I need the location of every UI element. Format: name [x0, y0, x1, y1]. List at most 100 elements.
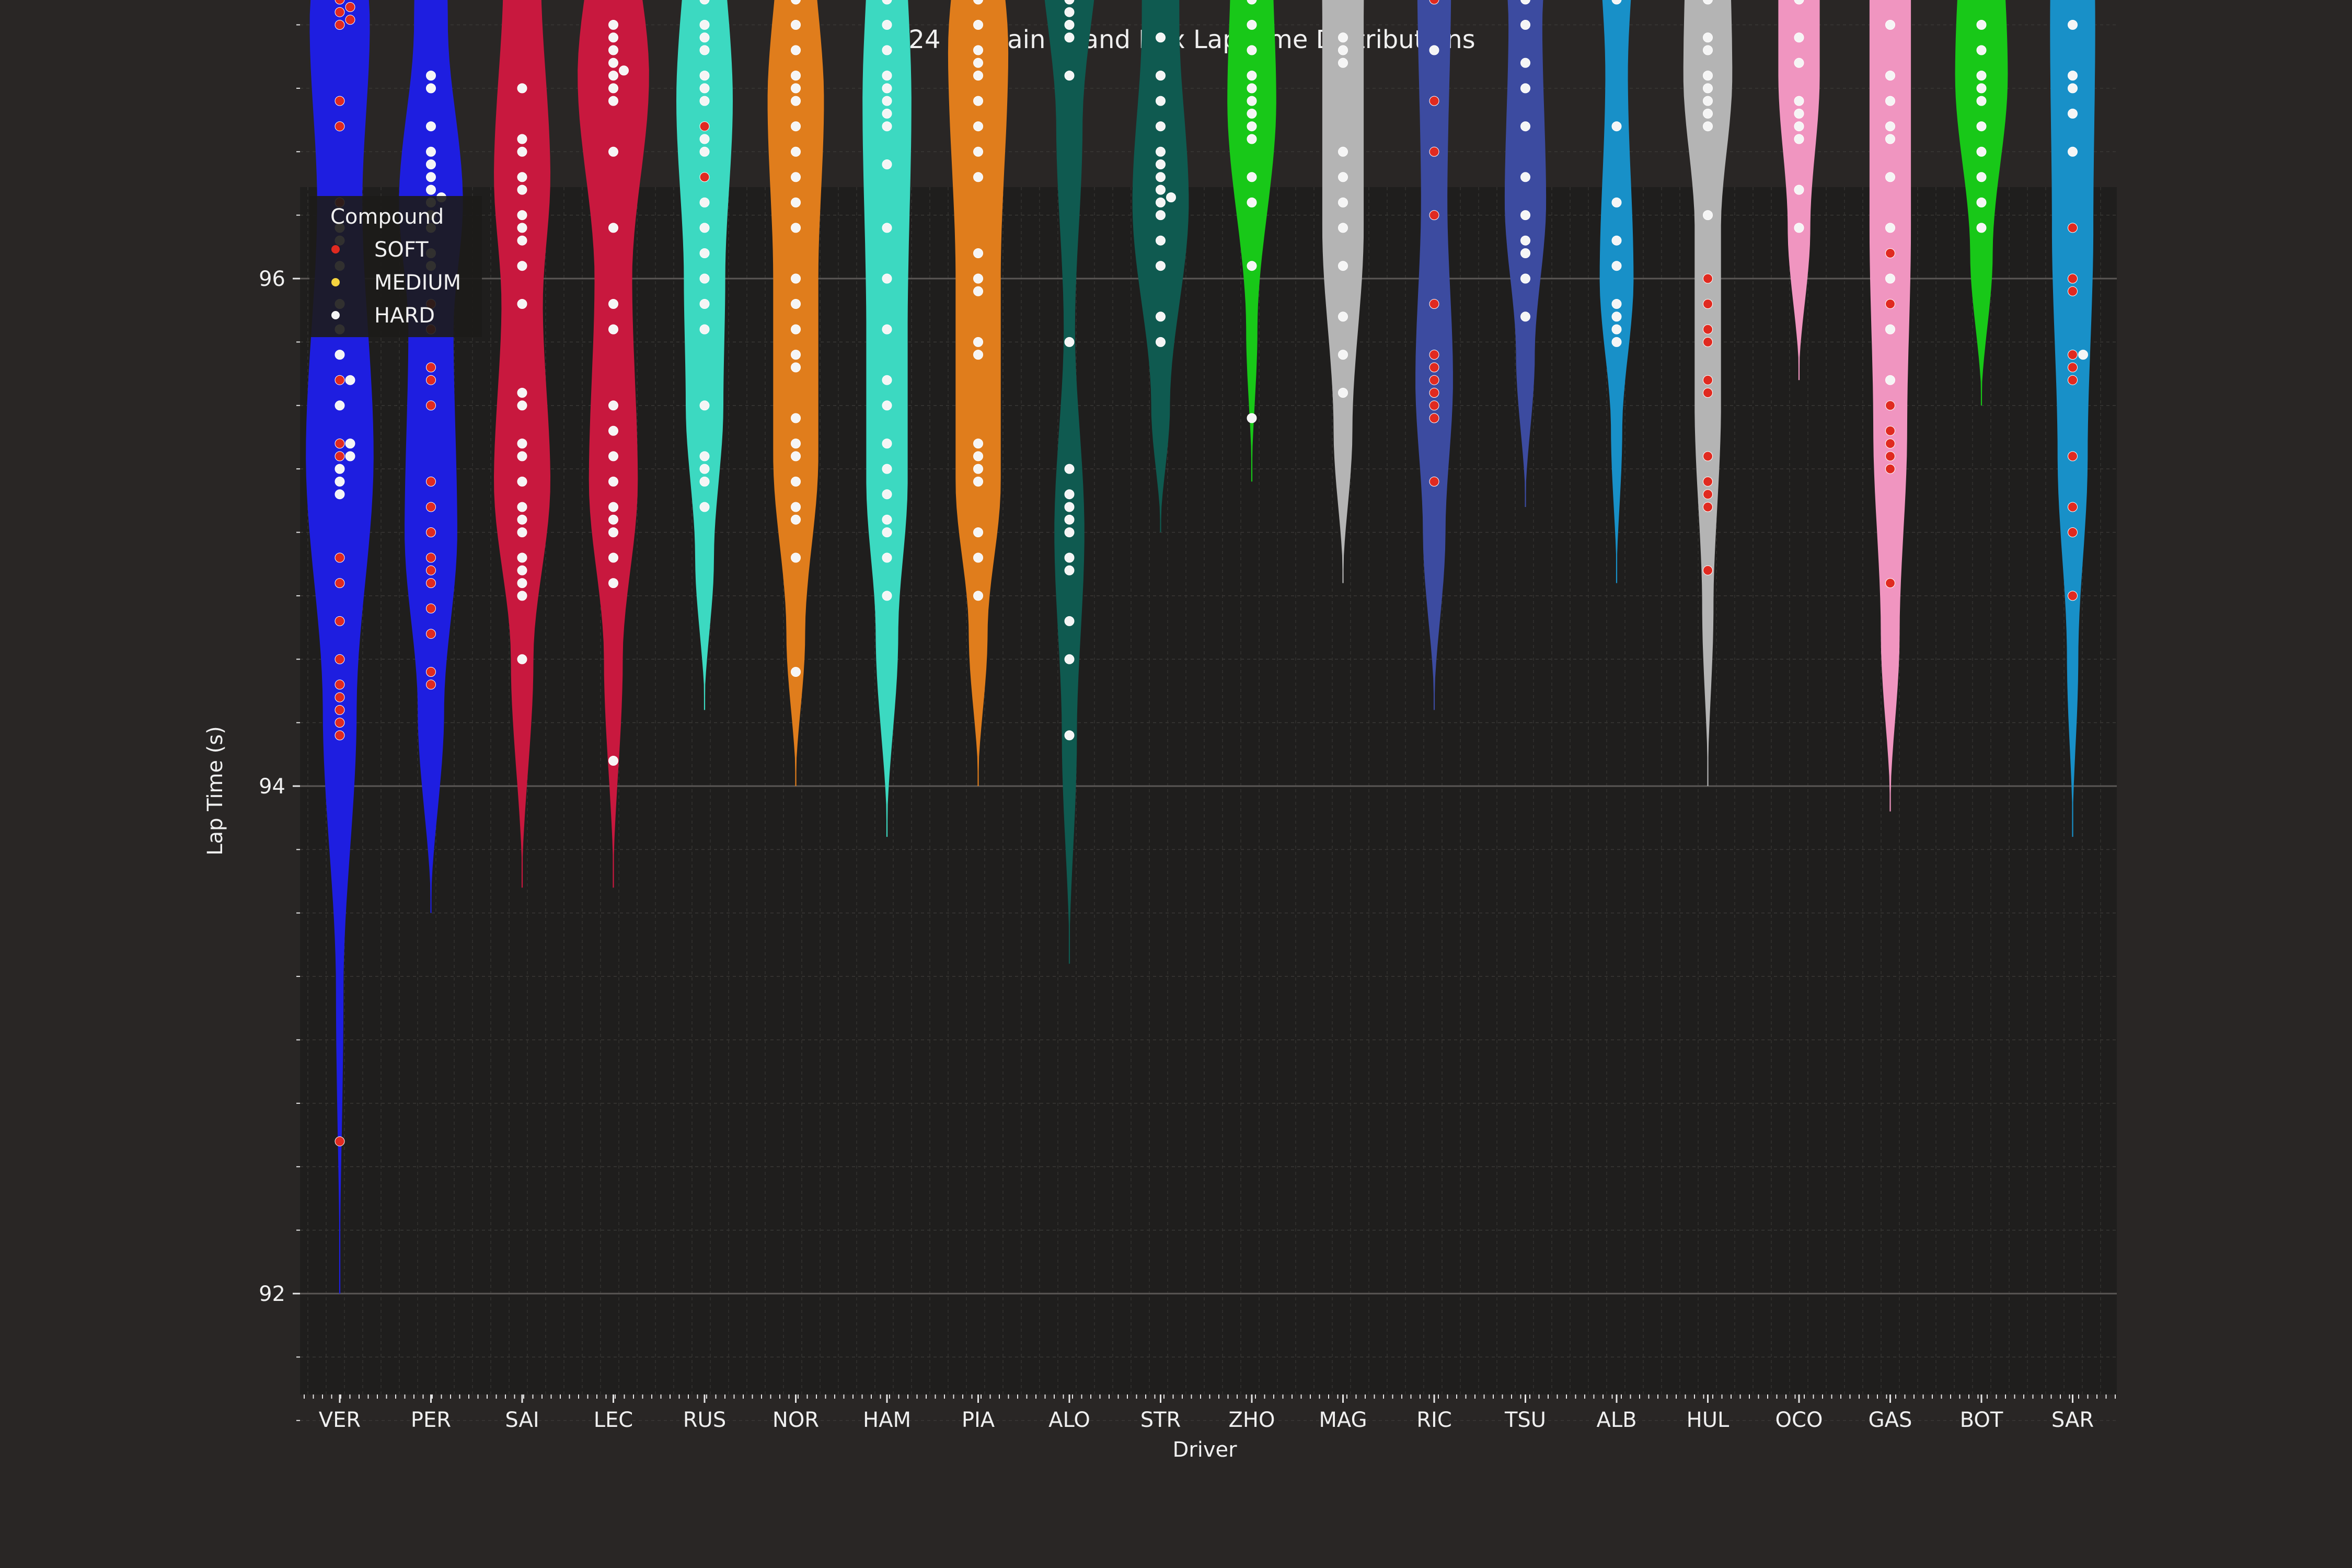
- lap-point-soft: [335, 730, 345, 741]
- lap-point-hard: [345, 451, 355, 462]
- lap-point-hard: [608, 299, 618, 309]
- lap-point-hard: [882, 439, 892, 449]
- lap-point-hard: [1338, 223, 1348, 233]
- lap-point-hard: [2078, 350, 2088, 360]
- lap-point-hard: [1976, 96, 1987, 106]
- lap-point-hard: [1885, 223, 1895, 233]
- lap-point-hard: [1166, 192, 1176, 203]
- lap-point-hard: [426, 185, 436, 195]
- lap-point-hard: [1794, 96, 1804, 106]
- lap-point-hard: [1064, 730, 1075, 741]
- x-tick-label-hul: HUL: [1687, 1408, 1730, 1432]
- lap-point-hard: [791, 223, 801, 233]
- lap-point-hard: [791, 197, 801, 207]
- lap-point-hard: [973, 71, 983, 81]
- lap-point-hard: [1885, 121, 1895, 132]
- lap-point-hard: [1156, 121, 1166, 132]
- lap-point-hard: [882, 527, 892, 537]
- lap-point-hard: [1338, 172, 1348, 182]
- lap-point-hard: [1247, 197, 1257, 207]
- lap-point-hard: [2068, 83, 2078, 94]
- lap-point-hard: [882, 0, 892, 5]
- lap-point-soft: [426, 679, 436, 690]
- lap-point-hard: [1885, 96, 1895, 106]
- lap-point-hard: [608, 223, 618, 233]
- lap-point-soft: [426, 629, 436, 639]
- lap-point-hard: [791, 514, 801, 525]
- x-tick-label-nor: NOR: [773, 1408, 819, 1432]
- x-tick-label-zho: ZHO: [1229, 1408, 1275, 1432]
- lap-point-hard: [1520, 312, 1530, 322]
- lap-point-hard: [1611, 121, 1622, 132]
- lap-point-soft: [1703, 476, 1713, 487]
- lap-point-soft: [335, 552, 345, 563]
- lap-point-hard: [699, 464, 710, 474]
- lap-point-hard: [882, 71, 892, 81]
- lap-point-soft: [1885, 299, 1895, 309]
- lap-point-hard: [1520, 273, 1530, 284]
- lap-point-soft: [2068, 502, 2078, 512]
- lap-point-soft: [1429, 388, 1439, 398]
- lap-point-hard: [699, 223, 710, 233]
- violin-ham: [862, 0, 912, 837]
- lap-point-hard: [699, 502, 710, 512]
- y-axis-label: Lap Time (s): [203, 726, 227, 856]
- lap-point-soft: [345, 15, 355, 25]
- lap-point-hard: [1520, 210, 1530, 221]
- x-tick-label-gas: GAS: [1869, 1408, 1912, 1432]
- lap-point-hard: [517, 578, 527, 589]
- lap-point-hard: [973, 451, 983, 462]
- lap-point-soft: [1429, 350, 1439, 360]
- lap-point-hard: [1976, 45, 1987, 55]
- lap-point-hard: [699, 96, 710, 106]
- lap-point-hard: [426, 159, 436, 169]
- lap-point-hard: [1338, 197, 1348, 207]
- lap-point-hard: [1156, 172, 1166, 182]
- lap-point-hard: [1247, 0, 1257, 5]
- lap-point-hard: [517, 223, 527, 233]
- lap-point-hard: [1064, 616, 1075, 626]
- lap-point-soft: [1429, 146, 1439, 157]
- lap-point-hard: [882, 400, 892, 411]
- lap-point-hard: [791, 451, 801, 462]
- lap-point-soft: [426, 578, 436, 589]
- lap-point-hard: [973, 337, 983, 347]
- lap-point-hard: [608, 451, 618, 462]
- lap-point-soft: [335, 654, 345, 664]
- lap-point-hard: [1064, 565, 1075, 575]
- lap-point-hard: [335, 464, 345, 474]
- lap-point-soft: [1885, 578, 1895, 589]
- lap-point-soft: [1429, 413, 1439, 423]
- lap-point-hard: [1247, 45, 1257, 55]
- lap-point-hard: [882, 45, 892, 55]
- legend-marker-hard: [331, 311, 340, 319]
- lap-point-hard: [517, 210, 527, 221]
- lap-point-soft: [335, 679, 345, 690]
- lap-point-hard: [1247, 20, 1257, 30]
- lap-point-hard: [1703, 32, 1713, 43]
- lap-point-hard: [699, 324, 710, 335]
- lap-point-hard: [882, 83, 892, 94]
- lap-point-hard: [1338, 45, 1348, 55]
- lap-point-hard: [1794, 223, 1804, 233]
- legend-label-medium: MEDIUM: [374, 271, 461, 295]
- lap-point-hard: [1429, 45, 1439, 55]
- lap-point-hard: [1247, 83, 1257, 94]
- lap-point-hard: [1247, 413, 1257, 423]
- lap-point-hard: [1338, 146, 1348, 157]
- legend-label-hard: HARD: [374, 304, 435, 328]
- lap-point-hard: [791, 502, 801, 512]
- lap-point-hard: [608, 20, 618, 30]
- lap-point-hard: [1703, 71, 1713, 81]
- x-tick-label-sar: SAR: [2051, 1408, 2094, 1432]
- lap-point-soft: [335, 718, 345, 728]
- lap-point-soft: [335, 439, 345, 449]
- lap-point-hard: [1247, 71, 1257, 81]
- lap-point-hard: [1885, 172, 1895, 182]
- lap-point-hard: [1611, 261, 1622, 271]
- lap-point-hard: [699, 197, 710, 207]
- lap-point-hard: [1794, 121, 1804, 132]
- lap-point-soft: [1429, 0, 1439, 5]
- lap-point-hard: [608, 552, 618, 563]
- lap-point-hard: [1794, 108, 1804, 119]
